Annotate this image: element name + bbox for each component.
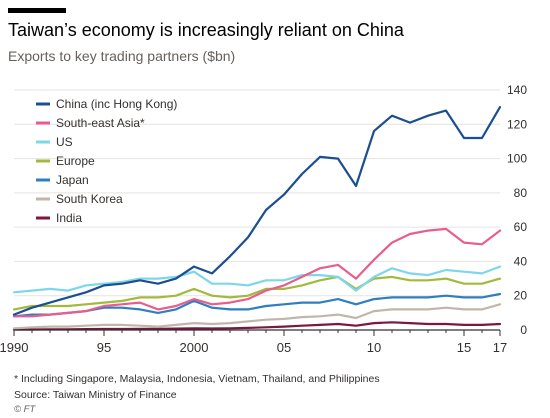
chart-subtitle: Exports to key trading partners ($bn) [8,48,236,64]
x-tick-label: 1990 [0,340,28,355]
gridlines [14,89,500,297]
y-tick-label: 140 [507,83,527,97]
footnote: * Including Singapore, Malaysia, Indones… [14,373,380,385]
series-line [12,275,502,311]
legend-label: South-east Asia* [56,116,145,130]
legend-label: India [56,211,82,225]
series-line [12,265,502,294]
x-tick-label: 10 [367,340,381,355]
x-tick-label: 95 [97,340,111,355]
legend-label: Japan [56,173,89,187]
x-axis [13,329,501,336]
series-line [12,227,502,318]
x-axis-tick-labels: 1990 95 2000 05 10 15 17 [0,340,507,355]
source-note: Source: Taiwan Ministry of Finance [14,389,177,401]
y-tick-label: 20 [514,289,528,303]
y-tick-label: 100 [507,152,527,166]
ft-credit: © FT [14,404,36,415]
line-chart: 0 20 40 60 80 100 120 140 1990 95 2000 05 10 15 17 Ch… [0,83,527,355]
legend: China (inc Hong Kong) South-east Asia* US E… [36,97,177,225]
series-line [12,303,502,330]
chart-title: Taiwan’s economy is increasingly reliant… [8,20,404,40]
y-tick-label: 0 [520,323,527,337]
x-tick-label: 05 [277,340,291,355]
legend-label: Europe [56,154,95,168]
series-lines [12,106,502,331]
series-line [12,321,502,331]
series-line [12,106,502,316]
x-tick-label: 15 [457,340,471,355]
legend-label: South Korea [56,192,123,206]
legend-label: China (inc Hong Kong) [56,97,177,111]
y-tick-label: 60 [514,220,528,234]
x-tick-label: 2000 [180,340,209,355]
x-tick-label: 17 [493,340,507,355]
y-tick-label: 40 [514,254,528,268]
header-accent-bar [8,8,66,13]
y-tick-label: 80 [514,186,528,200]
legend-label: US [56,135,73,149]
y-tick-label: 120 [507,117,527,131]
y-axis-tick-labels: 0 20 40 60 80 100 120 140 [507,83,527,337]
